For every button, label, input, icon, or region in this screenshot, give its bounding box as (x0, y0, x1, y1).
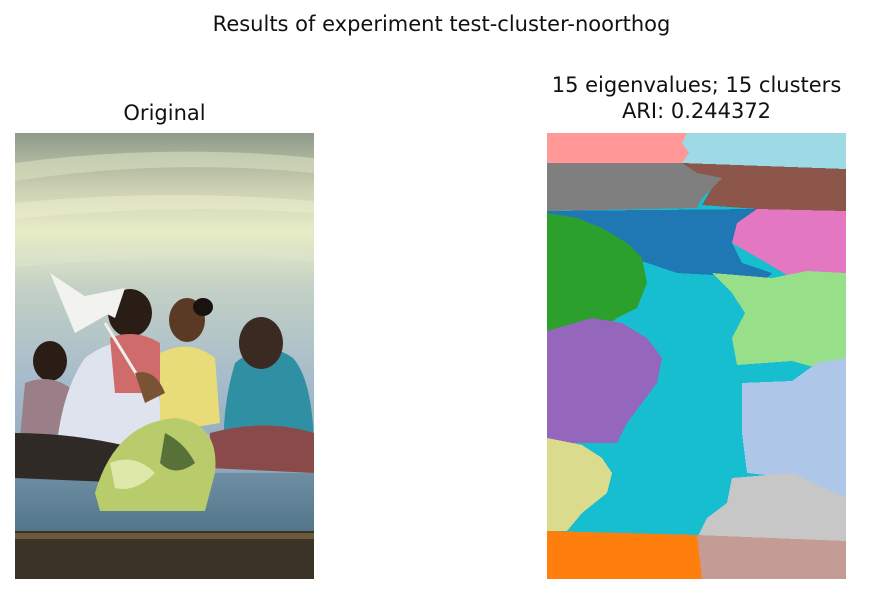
cluster-green (547, 213, 647, 333)
cluster-olive (547, 438, 612, 531)
figure-suptitle: Results of experiment test-cluster-noort… (212, 12, 671, 36)
original-title: Original (123, 101, 206, 125)
cluster-orange (547, 531, 702, 579)
cluster-rose-brown (697, 535, 846, 579)
cluster-silver (697, 473, 846, 541)
cluster-purple (547, 318, 662, 443)
segmentation-title-line2: ARI: 0.244372 (621, 99, 772, 123)
cluster-light-blue (682, 133, 846, 169)
cluster-gray (547, 163, 722, 211)
original-image (15, 133, 314, 579)
cluster-light-green (712, 271, 846, 378)
cluster-blue (547, 209, 772, 278)
cluster-brown (682, 163, 846, 211)
cluster-magenta (732, 209, 846, 275)
segmentation-map (547, 133, 846, 579)
segmentation-title-line1: 15 eigenvalues; 15 clusters (551, 73, 842, 97)
cluster-periwinkle (742, 358, 846, 503)
segmentation-title: 15 eigenvalues; 15 clusters ARI: 0.24437… (497, 72, 883, 124)
cluster-pink (547, 133, 689, 163)
